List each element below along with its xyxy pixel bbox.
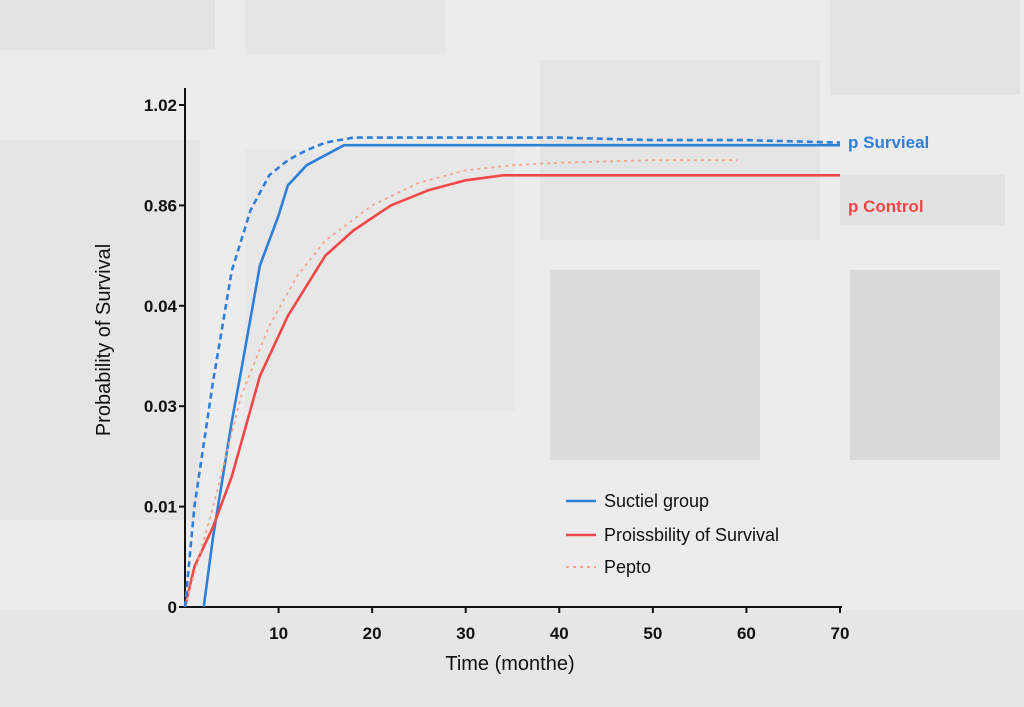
y-tick-label: 0.03 [144,397,177,416]
x-tick-label: 10 [269,624,288,643]
y-tick-label: 0.86 [144,196,177,215]
legend-label: Proissbility of Survival [604,525,779,545]
x-tick-label: 50 [643,624,662,643]
y-axis-title: Probability of Survival [93,244,115,436]
x-tick-label: 30 [456,624,475,643]
y-tick-label: 0.04 [144,297,178,316]
legend-label: Suctiel group [604,491,709,511]
series-layer [183,136,841,608]
x-ticks: 10 20 30 40 50 60 70 [269,607,849,643]
x-axis-title: Time (monthe) [445,653,574,675]
series-line-0 [202,143,840,608]
y-ticks: 0 0.01 0.03 0.04 0.86 1.02 [144,96,185,617]
y-tick-label: 0 [168,598,177,617]
series-line-2 [184,159,738,608]
series-line-1 [183,174,840,608]
end-label-control: p Control [848,197,924,216]
legend: Suctiel group Proissbility of Survival P… [566,491,779,577]
x-tick-label: 40 [550,624,569,643]
y-tick-label: 0.01 [144,498,177,517]
x-tick-label: 20 [363,624,382,643]
series-line-3 [183,136,841,608]
y-tick-label: 1.02 [144,96,177,115]
x-tick-label: 60 [737,624,756,643]
end-label-survival: p Survieal [848,133,929,152]
x-tick-label: 70 [831,624,850,643]
legend-label: Pepto [604,557,651,577]
